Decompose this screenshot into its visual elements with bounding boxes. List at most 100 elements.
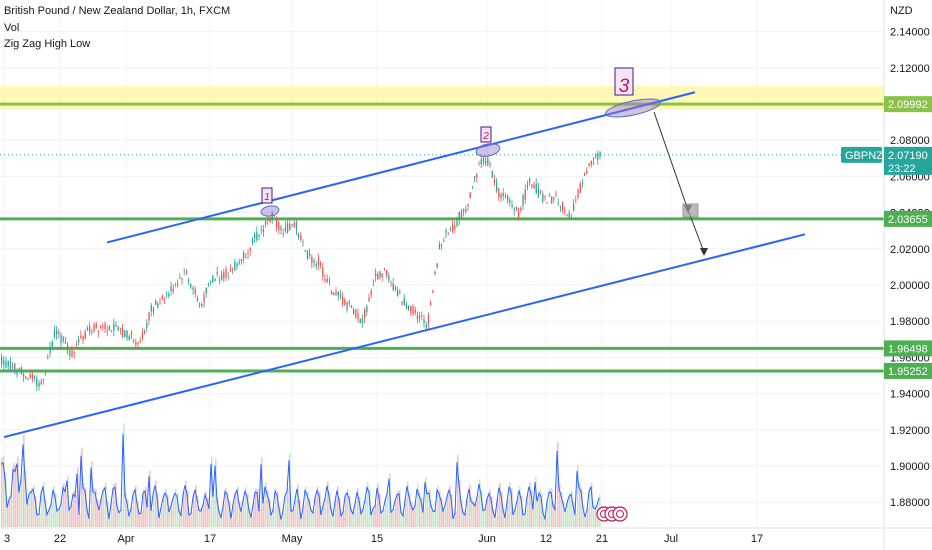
- volume-bar: [181, 514, 183, 527]
- volume-bar: [123, 423, 125, 527]
- volume-bar: [565, 510, 567, 527]
- volume-bar: [519, 486, 521, 527]
- volume-bar: [301, 518, 303, 527]
- candle-body: [460, 210, 463, 218]
- candle-body: [273, 215, 276, 217]
- volume-bar: [41, 489, 43, 527]
- volume-bar: [567, 500, 569, 527]
- candle-body: [390, 282, 392, 284]
- volume-bar: [125, 492, 127, 527]
- trend-channel[interactable]: [3, 91, 806, 439]
- candle-body: [416, 314, 419, 320]
- candle-body: [522, 195, 524, 206]
- horizontal-levels[interactable]: [0, 102, 884, 373]
- candle-body: [119, 328, 122, 330]
- volume-bar: [323, 503, 325, 527]
- candle-body: [524, 189, 526, 200]
- candle-body: [397, 290, 399, 297]
- candle-body: [427, 315, 430, 325]
- candle-body: [353, 309, 355, 314]
- candle-body: [58, 332, 60, 335]
- price-tick-label: 1.90000: [890, 461, 930, 473]
- time-tick-label: 3: [4, 533, 10, 545]
- annotations[interactable]: 1 2 3: [260, 67, 708, 256]
- event-marker-icon[interactable]: [612, 506, 628, 522]
- candle-body: [91, 331, 93, 334]
- candle-body: [562, 202, 564, 210]
- volume-bar: [377, 483, 379, 527]
- candle-body: [95, 323, 97, 329]
- volume-bar: [233, 501, 235, 527]
- volume-bar: [535, 477, 537, 527]
- candle-body: [344, 299, 346, 305]
- candle-body: [122, 328, 124, 338]
- volume-bar: [221, 516, 223, 527]
- volume-bar: [163, 494, 165, 527]
- volume-bar: [319, 491, 321, 527]
- candle-body: [575, 199, 577, 201]
- volume-bar: [479, 479, 481, 527]
- candle-body: [540, 190, 542, 192]
- candle-body: [586, 170, 588, 174]
- candle-body: [511, 204, 513, 207]
- candle-body: [394, 287, 397, 290]
- volume-bar: [411, 502, 413, 527]
- candle-body: [221, 274, 223, 281]
- volume-bar: [591, 482, 593, 527]
- volume-bar: [187, 490, 189, 527]
- volume-bar: [131, 506, 133, 527]
- volume-bar: [279, 506, 281, 527]
- pivot-highlight[interactable]: [260, 205, 280, 218]
- candle-body: [287, 223, 289, 233]
- candle-body: [47, 356, 49, 359]
- volume-bar: [207, 497, 209, 527]
- volume-bar: [91, 461, 93, 527]
- candle-body: [212, 276, 214, 283]
- candle-body: [564, 210, 566, 212]
- zigzag-indicator-label[interactable]: Zig Zag High Low: [4, 38, 91, 50]
- candle-body: [581, 183, 584, 184]
- volume-bar: [251, 516, 253, 527]
- time-axis[interactable]: 3 22 Apr 17 May 15 Jun 12 21 Jul 17: [0, 506, 932, 545]
- candle-body: [183, 269, 185, 271]
- channel-trendline[interactable]: [3, 233, 806, 439]
- candle-body: [185, 270, 188, 273]
- candle-body: [364, 310, 366, 319]
- channel-trendline[interactable]: [106, 91, 696, 244]
- candle-body: [265, 221, 267, 225]
- target-box[interactable]: [682, 203, 699, 218]
- volume-bar: [231, 517, 233, 527]
- volume-bar: [545, 518, 547, 527]
- price-tick-label: 1.88000: [890, 497, 930, 509]
- candle-body: [293, 222, 295, 227]
- pivot-highlight[interactable]: [475, 142, 501, 159]
- volume-bar: [345, 492, 347, 527]
- wave-label-box[interactable]: [261, 187, 273, 204]
- volume-indicator-label[interactable]: Vol: [4, 22, 20, 34]
- price-axis[interactable]: NZD2.140002.120002.100002.080002.060002.…: [883, 0, 932, 550]
- volume-bar: [361, 512, 363, 527]
- volume-bar: [523, 513, 525, 527]
- pivot-highlight[interactable]: [604, 95, 662, 120]
- candle-body: [542, 194, 544, 202]
- volume-bar: [331, 507, 333, 527]
- candle-body: [489, 163, 491, 165]
- wave-label-box[interactable]: [480, 126, 492, 143]
- volume-bar: [573, 502, 575, 527]
- volume-bar: [441, 497, 443, 527]
- current-price-value: 2.07190: [888, 150, 928, 162]
- candle-body: [199, 304, 201, 305]
- wave-label-box[interactable]: [614, 67, 634, 96]
- candle-body: [403, 297, 405, 306]
- candle-body: [487, 157, 489, 165]
- volume-bar: [23, 435, 25, 527]
- volume-bar: [531, 490, 533, 527]
- candle-body: [331, 292, 333, 294]
- volume-bar: [521, 495, 523, 527]
- volume-bar: [155, 480, 157, 527]
- candle-body: [229, 268, 232, 270]
- volume-bar: [241, 509, 243, 527]
- candle-body: [262, 228, 265, 233]
- volume-bar: [541, 492, 543, 527]
